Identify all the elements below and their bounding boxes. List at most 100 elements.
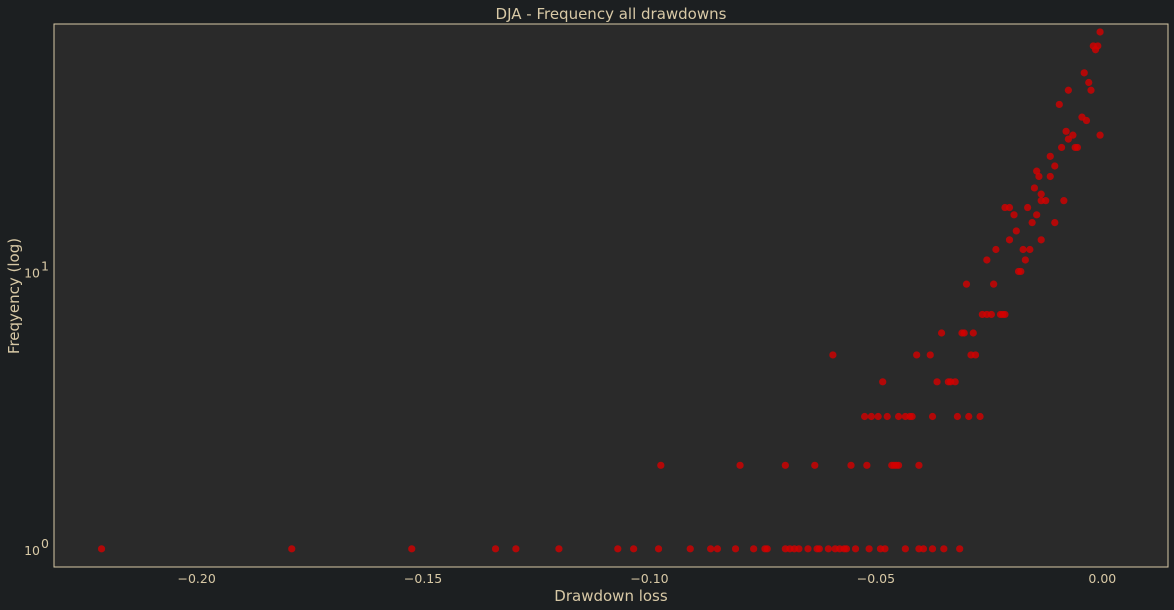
data-point	[992, 245, 1000, 254]
data-point	[657, 461, 665, 469]
data-point	[971, 351, 980, 359]
data-point	[940, 545, 948, 553]
data-point	[928, 545, 937, 553]
data-point	[686, 545, 694, 553]
data-point	[1033, 211, 1041, 219]
data-point	[863, 461, 871, 469]
data-point	[288, 545, 296, 553]
data-point	[614, 545, 622, 553]
x-tick-label: −0.05	[857, 571, 895, 586]
data-point	[867, 412, 875, 421]
data-point	[829, 351, 837, 359]
data-point	[956, 545, 964, 553]
data-point	[969, 329, 977, 337]
data-point	[804, 545, 812, 553]
data-point	[1037, 190, 1045, 198]
data-point	[731, 545, 740, 553]
data-point	[894, 412, 903, 421]
data-point	[919, 545, 928, 553]
data-point	[976, 412, 984, 421]
y-tick-exponent: 0	[41, 536, 49, 551]
data-point	[1024, 203, 1032, 212]
data-point	[491, 545, 500, 553]
data-point	[915, 461, 923, 469]
data-point	[815, 545, 823, 553]
x-tick-label: −0.20	[177, 571, 215, 586]
data-point	[811, 461, 819, 469]
data-point	[847, 461, 855, 469]
data-point	[1051, 162, 1059, 170]
data-point	[960, 329, 968, 337]
data-point	[1096, 28, 1104, 36]
x-tick-label: 0.00	[1088, 571, 1116, 586]
data-point	[1046, 172, 1054, 181]
data-point	[795, 545, 803, 553]
data-point	[860, 412, 869, 421]
data-point	[555, 545, 563, 553]
data-point	[1001, 310, 1009, 319]
data-point	[1087, 86, 1095, 94]
data-point	[1060, 197, 1068, 205]
data-point	[1010, 211, 1018, 219]
data-point	[713, 545, 722, 553]
data-point	[1062, 127, 1070, 135]
data-point	[654, 545, 663, 553]
data-point	[933, 378, 941, 386]
data-point	[901, 545, 909, 553]
x-tick-label: −0.15	[404, 571, 442, 586]
data-point	[1080, 69, 1088, 77]
data-point	[1073, 143, 1082, 152]
y-tick-label: 10	[24, 543, 40, 558]
data-point	[953, 412, 962, 421]
data-point	[1005, 236, 1014, 244]
data-point	[851, 545, 860, 553]
data-point	[842, 545, 851, 553]
data-point	[883, 412, 891, 421]
data-point	[1037, 236, 1045, 244]
data-point	[1057, 143, 1066, 152]
data-point	[926, 351, 934, 359]
data-point	[1030, 184, 1039, 192]
data-point	[1019, 245, 1027, 254]
data-point	[1085, 78, 1093, 87]
data-point	[1033, 167, 1041, 175]
data-point	[1026, 245, 1034, 254]
data-point	[97, 545, 106, 553]
data-point	[1042, 197, 1050, 205]
x-tick-label: −0.10	[630, 571, 668, 586]
data-point	[1012, 227, 1020, 235]
data-point	[965, 412, 973, 421]
data-point	[824, 545, 832, 553]
data-point	[1021, 256, 1029, 264]
data-point	[913, 351, 921, 359]
data-point	[879, 378, 887, 386]
data-point	[512, 545, 520, 553]
data-point	[736, 461, 744, 469]
data-point	[1064, 86, 1072, 94]
data-point	[1051, 219, 1059, 227]
data-point	[408, 545, 416, 553]
x-axis-label: Drawdown loss	[554, 587, 668, 605]
data-point	[630, 545, 638, 553]
x-axis-ticks: −0.20 −0.15 −0.10 −0.05 0.00	[177, 571, 1116, 586]
data-point	[990, 280, 998, 288]
data-point	[1078, 113, 1086, 121]
chart-title: DJA - Frequency all drawdowns	[496, 5, 727, 23]
data-point	[1055, 100, 1063, 109]
data-point	[1069, 131, 1077, 139]
data-point	[1046, 152, 1054, 160]
data-point	[750, 545, 758, 553]
data-point	[983, 256, 991, 264]
data-point	[881, 545, 889, 553]
data-point	[951, 378, 959, 386]
data-point	[874, 412, 882, 421]
data-point	[1096, 131, 1104, 139]
data-point	[763, 545, 771, 553]
data-point	[908, 412, 916, 421]
data-point	[707, 545, 715, 553]
data-points-layer	[97, 28, 1104, 553]
data-point	[962, 280, 971, 288]
data-point	[987, 310, 995, 319]
